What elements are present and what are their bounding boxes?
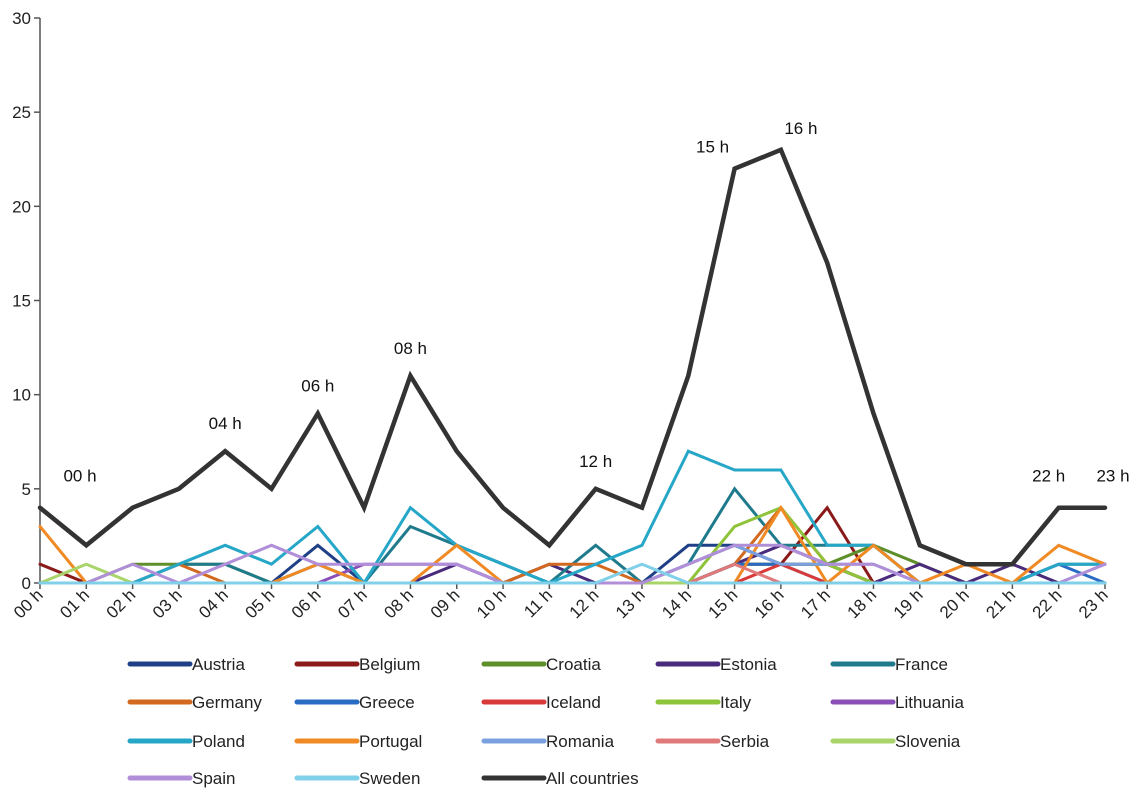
legend-label: Slovenia bbox=[895, 732, 961, 751]
legend-item: Portugal bbox=[294, 732, 422, 751]
y-tick-label: 5 bbox=[22, 480, 31, 499]
series-line-sweden bbox=[38, 562, 1107, 585]
legend-item: Slovenia bbox=[830, 732, 961, 751]
legend-label: Sweden bbox=[359, 769, 420, 788]
annotation-label: 23 h bbox=[1096, 467, 1129, 486]
legend-label: Austria bbox=[192, 655, 245, 674]
legend-label: Germany bbox=[192, 693, 262, 712]
legend-item: Sweden bbox=[294, 769, 420, 788]
legend-item: Iceland bbox=[481, 693, 601, 712]
x-tick-label: 15 h bbox=[705, 585, 742, 622]
x-tick-label: 00 h bbox=[10, 585, 47, 622]
x-tick-label: 02 h bbox=[103, 585, 140, 622]
legend: Austria Belgium Croatia Estonia France German… bbox=[127, 655, 965, 788]
x-axis: 00 h 01 h 02 h 03 h 04 h 05 h 06 h 07 h 08 h 09 h… bbox=[10, 582, 1112, 622]
x-tick-label: 17 h bbox=[797, 585, 834, 622]
x-tick-label: 23 h bbox=[1075, 585, 1112, 622]
annotation-label: 08 h bbox=[394, 339, 427, 358]
annotation-label: 00 h bbox=[63, 467, 96, 486]
legend-label: Portugal bbox=[359, 732, 422, 751]
legend-label: Poland bbox=[192, 732, 245, 751]
annotation-label: 04 h bbox=[209, 414, 242, 433]
x-tick-label: 12 h bbox=[566, 585, 603, 622]
x-tick-label: 03 h bbox=[149, 585, 186, 622]
x-tick-label: 05 h bbox=[242, 585, 279, 622]
legend-label: Estonia bbox=[720, 655, 777, 674]
legend-item: Greece bbox=[294, 693, 415, 712]
series-line-all-countries bbox=[37, 146, 1108, 567]
annotation-label: 06 h bbox=[301, 377, 334, 396]
y-tick-label: 30 bbox=[12, 9, 31, 28]
legend-item: Romania bbox=[481, 732, 615, 751]
x-tick-label: 16 h bbox=[751, 585, 788, 622]
x-tick-label: 07 h bbox=[334, 585, 371, 622]
legend-item: France bbox=[830, 655, 948, 674]
annotation-layer: 00 h 04 h 06 h 08 h 12 h 15 h 16 h 22 h 23 h bbox=[63, 119, 1129, 486]
series-layer bbox=[37, 146, 1108, 586]
legend-item: Italy bbox=[655, 693, 752, 712]
legend-label: Italy bbox=[720, 693, 752, 712]
legend-item: Serbia bbox=[655, 732, 770, 751]
x-tick-label: 18 h bbox=[843, 585, 880, 622]
x-tick-label: 04 h bbox=[195, 585, 232, 622]
annotation-label: 15 h bbox=[696, 138, 729, 157]
legend-item: Estonia bbox=[655, 655, 777, 674]
legend-label: Spain bbox=[192, 769, 235, 788]
x-tick-label: 20 h bbox=[936, 585, 973, 622]
x-tick-label: 22 h bbox=[1029, 585, 1066, 622]
x-tick-label: 10 h bbox=[473, 585, 510, 622]
y-tick-label: 25 bbox=[12, 103, 31, 122]
legend-label: Lithuania bbox=[895, 693, 965, 712]
y-tick-label: 10 bbox=[12, 386, 31, 405]
annotation-label: 16 h bbox=[784, 119, 817, 138]
y-tick-label: 15 bbox=[12, 292, 31, 311]
legend-item: Lithuania bbox=[830, 693, 965, 712]
x-tick-label: 19 h bbox=[890, 585, 927, 622]
annotation-label: 22 h bbox=[1032, 467, 1065, 486]
legend-item: Austria bbox=[127, 655, 245, 674]
legend-label: Belgium bbox=[359, 655, 420, 674]
legend-label: Iceland bbox=[546, 693, 601, 712]
x-tick-label: 09 h bbox=[427, 585, 464, 622]
x-tick-label: 14 h bbox=[658, 585, 695, 622]
legend-item: All countries bbox=[481, 769, 639, 788]
y-axis: 0 5 10 15 20 25 30 bbox=[12, 9, 41, 593]
x-tick-label: 11 h bbox=[520, 585, 556, 621]
legend-label: Greece bbox=[359, 693, 415, 712]
legend-label: France bbox=[895, 655, 948, 674]
legend-label: Croatia bbox=[546, 655, 601, 674]
x-tick-label: 06 h bbox=[288, 585, 325, 622]
legend-label: All countries bbox=[546, 769, 639, 788]
legend-item: Germany bbox=[127, 693, 262, 712]
y-tick-label: 20 bbox=[12, 197, 31, 216]
legend-item: Croatia bbox=[481, 655, 601, 674]
y-tick-label: 0 bbox=[22, 574, 31, 593]
annotation-label: 12 h bbox=[579, 452, 612, 471]
legend-label: Romania bbox=[546, 732, 615, 751]
x-tick-label: 21 h bbox=[982, 585, 1019, 622]
legend-label: Serbia bbox=[720, 732, 770, 751]
legend-item: Belgium bbox=[294, 655, 420, 674]
series-line-france bbox=[38, 486, 1107, 585]
x-tick-label: 13 h bbox=[612, 585, 649, 622]
x-tick-label: 01 h bbox=[56, 585, 93, 622]
legend-item: Spain bbox=[127, 769, 235, 788]
x-tick-label: 08 h bbox=[380, 585, 417, 622]
legend-item: Poland bbox=[127, 732, 245, 751]
